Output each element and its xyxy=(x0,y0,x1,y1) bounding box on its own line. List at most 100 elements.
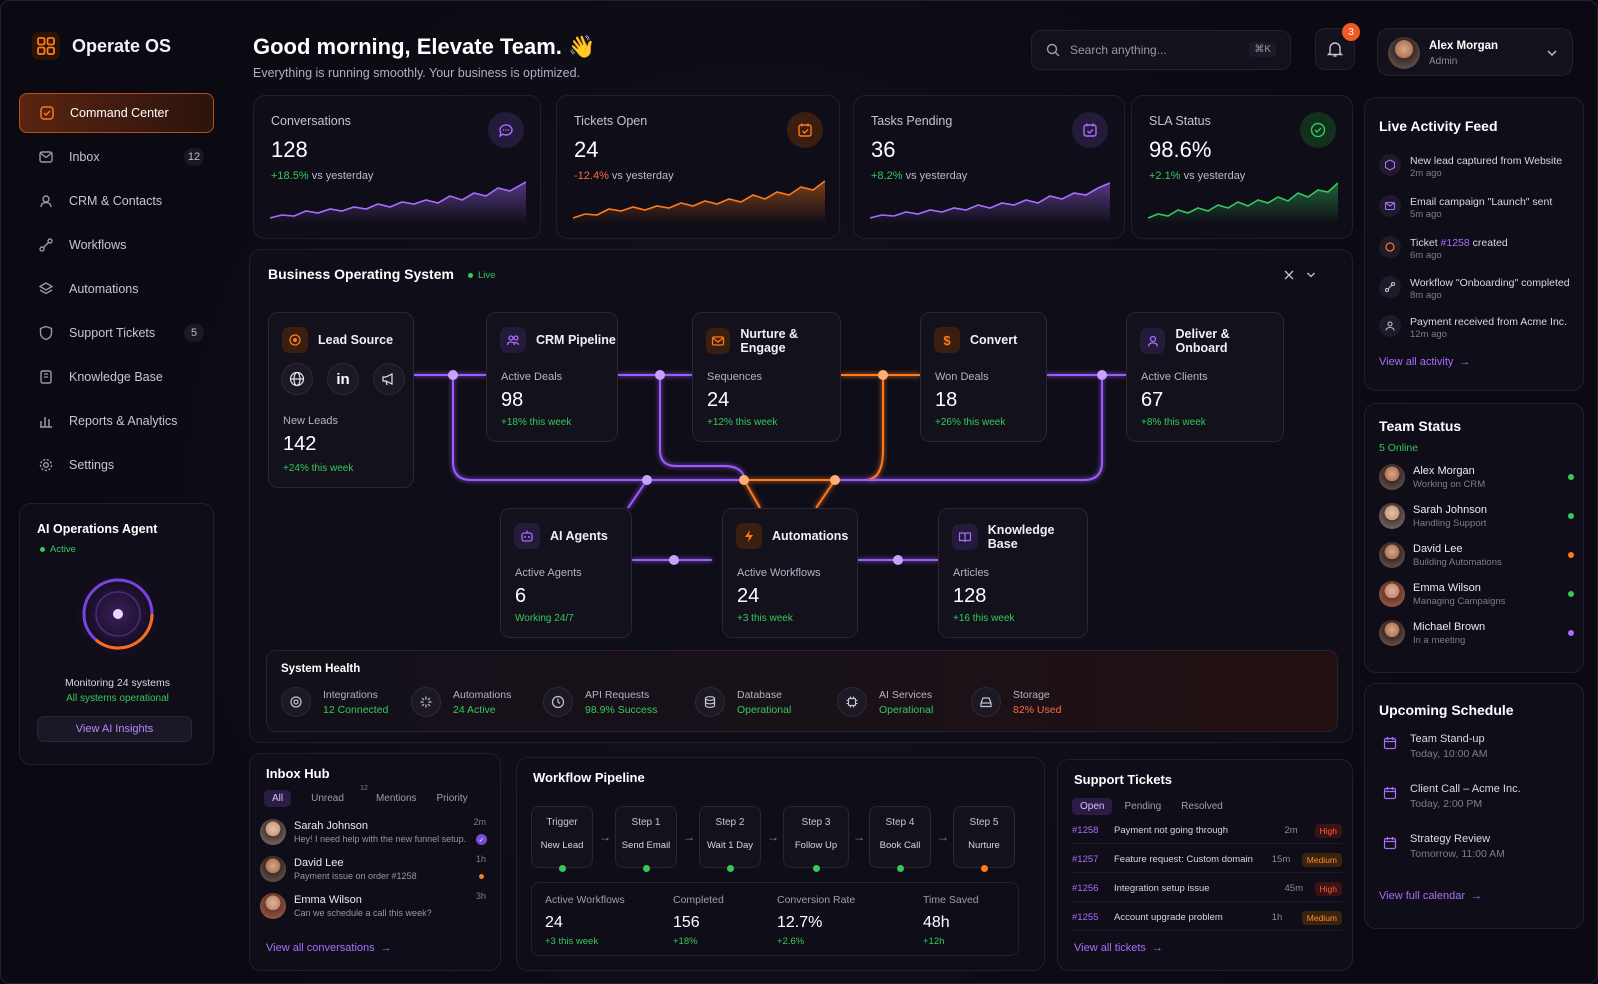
megaphone-icon[interactable] xyxy=(373,363,405,395)
close-icon[interactable] xyxy=(1284,270,1294,280)
team-member[interactable]: David Lee Building Automations xyxy=(1379,542,1574,568)
event-title: Client Call – Acme Inc. xyxy=(1410,783,1521,795)
health-item-storage[interactable]: Storage 82% Used xyxy=(971,687,1061,717)
workflow-title: Workflow Pipeline xyxy=(533,770,645,785)
health-item-database[interactable]: Database Operational xyxy=(695,687,791,717)
feed-time: 5m ago xyxy=(1410,209,1442,220)
linkedin-icon[interactable]: in xyxy=(327,363,359,395)
kpi-delta: +8.2% vs yesterday xyxy=(871,170,968,182)
mail-icon xyxy=(706,328,731,354)
health-item-ai-services[interactable]: AI Services Operational xyxy=(837,687,933,717)
kpi-card-tickets-open[interactable]: Tickets Open 24 -12.4% vs yesterday xyxy=(556,95,840,239)
workflow-step[interactable]: Step 5 Nurture xyxy=(953,806,1015,872)
inbox-message[interactable]: Emma Wilson Can we schedule a call this w… xyxy=(260,888,490,924)
node-crm-pipeline[interactable]: CRM Pipeline Active Deals 98 +18% this w… xyxy=(486,312,618,442)
sidebar-item-automations[interactable]: Automations xyxy=(19,269,214,309)
kpi-delta: -12.4% vs yesterday xyxy=(574,170,674,182)
view-ai-insights-button[interactable]: View AI Insights xyxy=(37,716,192,742)
agent-orb-icon xyxy=(72,568,164,660)
health-status: 24 Active xyxy=(453,703,496,716)
schedule-item[interactable]: Strategy Review Tomorrow, 11:00 AM xyxy=(1379,832,1505,860)
feed-item[interactable]: Email campaign "Launch" sent 5m ago xyxy=(1379,195,1552,220)
kpi-title: Tasks Pending xyxy=(871,114,953,128)
feed-item[interactable]: Ticket #1258 created 6m ago xyxy=(1379,236,1508,261)
kpi-value: 36 xyxy=(871,137,896,162)
team-member[interactable]: Sarah Johnson Handling Support xyxy=(1379,503,1574,529)
feed-text: Payment received from Acme Inc. xyxy=(1410,316,1567,328)
view-full-calendar-link[interactable]: View full calendar → xyxy=(1379,890,1482,902)
sidebar-item-support-tickets[interactable]: Support Tickets 5 xyxy=(19,313,214,353)
health-status: 12 Connected xyxy=(323,703,389,716)
sidebar-item-inbox[interactable]: Inbox 12 xyxy=(19,137,214,177)
sidebar-item-knowledge-base[interactable]: Knowledge Base xyxy=(19,357,214,397)
kpi-card-tasks-pending[interactable]: Tasks Pending 36 +8.2% vs yesterday xyxy=(853,95,1125,239)
inbox-message[interactable]: Sarah Johnson Hey! I need help with the n… xyxy=(260,814,490,850)
node-ai-agents[interactable]: AI Agents Active Agents 6 Working 24/7 xyxy=(500,508,632,638)
tab-mentions[interactable]: Mentions xyxy=(375,793,417,804)
chevron-down-icon[interactable] xyxy=(1306,271,1316,279)
feed-item[interactable]: New lead captured from Website 2m ago xyxy=(1379,154,1562,179)
node-automations[interactable]: Automations Active Workflows 24 +3 this … xyxy=(722,508,858,638)
search-bar[interactable]: ⌘K xyxy=(1031,30,1291,70)
node-title: CRM Pipeline xyxy=(536,333,616,347)
node-nurture-engage[interactable]: Nurture & Engage Sequences 24 +12% this … xyxy=(692,312,841,442)
sidebar-item-workflows[interactable]: Workflows xyxy=(19,225,214,265)
tab-unread[interactable]: Unread 12 xyxy=(311,785,368,804)
kpi-card-conversations[interactable]: Conversations 128 +18.5% vs yesterday xyxy=(253,95,541,239)
health-name: AI Services xyxy=(879,688,933,701)
team-member[interactable]: Michael Brown In a meeting xyxy=(1379,620,1574,646)
sidebar-item-crm[interactable]: CRM & Contacts xyxy=(19,181,214,221)
app-logo-icon xyxy=(32,32,60,60)
tab-pending[interactable]: Pending xyxy=(1124,801,1162,812)
node-lead-source[interactable]: Lead Source in New Leads 142 +24% this w… xyxy=(268,312,414,488)
schedule-item[interactable]: Client Call – Acme Inc. Today, 2:00 PM xyxy=(1379,782,1521,810)
node-knowledge-base[interactable]: Knowledge Base Articles 128 +16 this wee… xyxy=(938,508,1088,638)
tab-priority[interactable]: Priority xyxy=(436,793,468,804)
priority-badge: High xyxy=(1314,823,1342,838)
workflow-step[interactable]: Step 1 Send Email xyxy=(615,806,677,872)
ticket-row[interactable]: #1256 Integration setup issue 45m High xyxy=(1072,876,1342,902)
sidebar-item-label: Support Tickets xyxy=(69,326,156,340)
tab-open[interactable]: Open xyxy=(1072,798,1113,815)
ticket-row[interactable]: #1257 Feature request: Custom domain 15m Me… xyxy=(1072,847,1342,873)
team-status-panel: Team Status 5 Online Alex Morgan Working … xyxy=(1364,403,1584,673)
workflow-step[interactable]: Step 3 Follow Up xyxy=(783,806,849,872)
workflow-step[interactable]: Step 2 Wait 1 Day xyxy=(699,806,761,872)
workflow-step[interactable]: Step 4 Book Call xyxy=(869,806,931,872)
kpi-card-sla-status[interactable]: SLA Status 98.6% +2.1% vs yesterday xyxy=(1131,95,1353,239)
shield-icon xyxy=(37,324,55,342)
kpi-title: Conversations xyxy=(271,114,351,128)
sidebar-item-command-center[interactable]: Command Center xyxy=(19,93,214,133)
ticket-row[interactable]: #1258 Payment not going through 2m High xyxy=(1072,818,1342,844)
sidebar-item-settings[interactable]: Settings xyxy=(19,445,214,485)
health-item-integrations[interactable]: Integrations 12 Connected xyxy=(281,687,388,717)
view-all-activity-link[interactable]: View all activity → xyxy=(1379,356,1470,368)
schedule-item[interactable]: Team Stand-up Today, 10:00 AM xyxy=(1379,732,1487,760)
view-all-conversations-link[interactable]: View all conversations → xyxy=(266,942,392,954)
workflow-step[interactable]: Trigger New Lead xyxy=(531,806,593,872)
presence-dot xyxy=(1568,474,1574,480)
feed-item[interactable]: Workflow "Onboarding" completed 8m ago xyxy=(1379,276,1570,301)
sender-name: David Lee xyxy=(294,857,344,869)
feed-item[interactable]: Payment received from Acme Inc. 12m ago xyxy=(1379,315,1567,340)
health-item-api-requests[interactable]: API Requests 98.9% Success xyxy=(543,687,657,717)
page-subtitle: Everything is running smoothly. Your bus… xyxy=(253,66,581,80)
user-menu[interactable]: Alex Morgan Admin xyxy=(1377,28,1573,76)
tickets-title: Support Tickets xyxy=(1074,772,1173,787)
health-item-automations[interactable]: Automations 24 Active xyxy=(411,687,511,717)
sidebar-item-reports[interactable]: Reports & Analytics xyxy=(19,401,214,441)
node-deliver-onboard[interactable]: Deliver & Onboard Active Clients 67 +8% … xyxy=(1126,312,1284,442)
inbox-message[interactable]: David Lee Payment issue on order #1258 1h xyxy=(260,851,490,887)
workflow-icon xyxy=(1379,276,1401,298)
integrations-icon xyxy=(281,687,311,717)
team-member[interactable]: Alex Morgan Working on CRM xyxy=(1379,464,1574,490)
ticket-row[interactable]: #1255 Account upgrade problem 1h Medium xyxy=(1072,905,1342,931)
globe-icon[interactable] xyxy=(281,363,313,395)
tab-resolved[interactable]: Resolved xyxy=(1181,801,1223,812)
view-all-tickets-link[interactable]: View all tickets → xyxy=(1074,942,1163,954)
search-input[interactable] xyxy=(1070,43,1240,57)
notifications-button[interactable]: 3 xyxy=(1315,23,1360,70)
team-member[interactable]: Emma Wilson Managing Campaigns xyxy=(1379,581,1574,607)
tab-all[interactable]: All xyxy=(264,790,292,807)
node-convert[interactable]: $ Convert Won Deals 18 +26% this week xyxy=(920,312,1047,442)
